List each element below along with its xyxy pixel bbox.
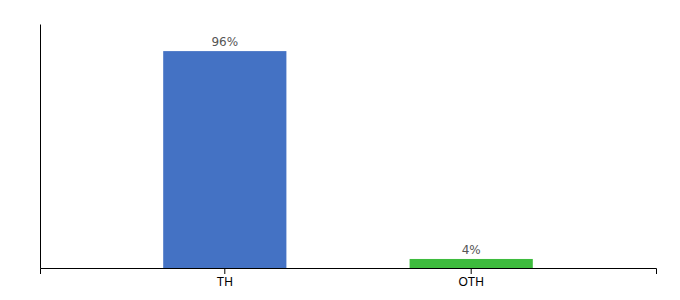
x-tick: TH [217,268,233,289]
chart-container: 96% 4% TH OTH [0,0,680,300]
data-label: 4% [462,243,481,257]
bar [163,51,286,268]
x-axis: TH OTH [41,268,657,289]
y-axis-line [40,25,41,269]
data-label: 96% [211,35,238,49]
x-tick-mark [224,268,225,274]
x-tick: OTH [459,268,484,289]
data-labels: 96% 4% [211,35,480,257]
x-tick-mark [471,268,472,274]
bar [410,259,533,268]
bars [163,51,533,268]
x-tick-label: OTH [459,275,484,289]
x-tick-label: TH [217,275,233,289]
chart-svg: 96% 4% TH OTH [0,0,680,300]
plot: 96% 4% TH OTH [41,25,657,289]
y-axis [40,25,41,269]
x-axis-line [41,269,657,275]
